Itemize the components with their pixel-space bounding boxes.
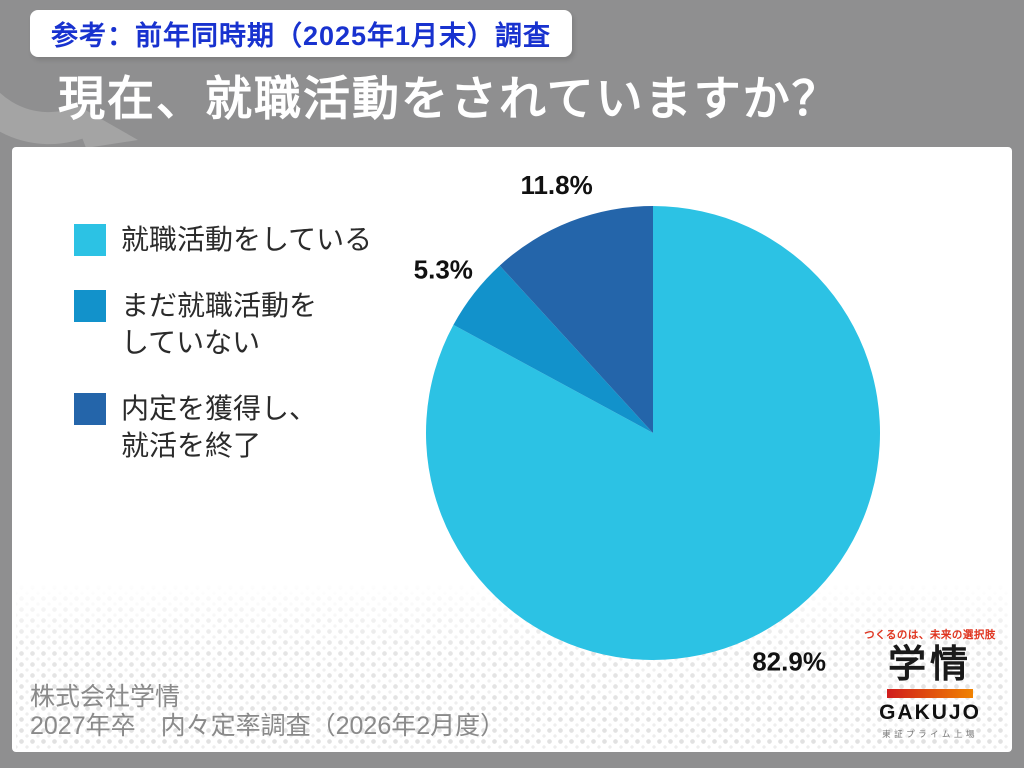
gakujo-mark-watermark-icon: [0, 92, 138, 148]
pie-slice-1: [426, 206, 881, 660]
gakujo-logo: つくるのは、未来の選択肢 学情 GAKUJO 東証プライム上場: [858, 627, 1002, 740]
legend-item-label: まだ就職活動を していない: [121, 290, 318, 358]
logo-tagline: つくるのは、未来の選択肢: [864, 629, 996, 641]
pie-label: 11.8%: [520, 170, 592, 200]
company-name: 株式会社学情: [30, 683, 181, 711]
survey-name: 2027年卒 内々定率調査（2026年2月度）: [30, 712, 506, 740]
legend-item: 内定を獲得し、 就活を終了: [74, 390, 372, 464]
legend-item: まだ就職活動を していない: [74, 287, 372, 361]
pie-label: 5.3%: [414, 254, 473, 284]
reference-badge: 参考：前年同時期（2025年1月末）調査: [30, 10, 572, 57]
pie-slice-2: [453, 265, 653, 433]
reference-badge-label: 参考：前年同時期（2025年1月末）調査: [50, 21, 552, 51]
logo-listing: 東証プライム上場: [882, 729, 978, 739]
logo-name-en: GAKUJO: [879, 701, 981, 724]
legend-swatch: [74, 224, 106, 256]
chart-legend: 就職活動をしているまだ就職活動を していない 内定を獲得し、 就活を終了: [74, 221, 372, 493]
pie-slice-3: [499, 206, 653, 433]
logo-name-jp: 学情: [887, 644, 972, 686]
legend-item-label: 就職活動をしている: [121, 224, 373, 255]
source-note: 株式会社学情 2027年卒 内々定率調査（2026年2月度）: [30, 683, 505, 741]
legend-item: 就職活動をしている: [74, 221, 372, 258]
legend-swatch: [74, 393, 106, 425]
pie-chart: 82.9% 5.3% 11.8%: [414, 170, 881, 677]
legend-swatch: [74, 290, 106, 322]
legend-item-label: 内定を獲得し、 就活を終了: [121, 393, 318, 461]
page-title: 現在、就職活動をされていますか？: [58, 72, 841, 125]
logo-gradient-bar: [887, 689, 973, 698]
pie-label: 82.9%: [752, 647, 826, 677]
